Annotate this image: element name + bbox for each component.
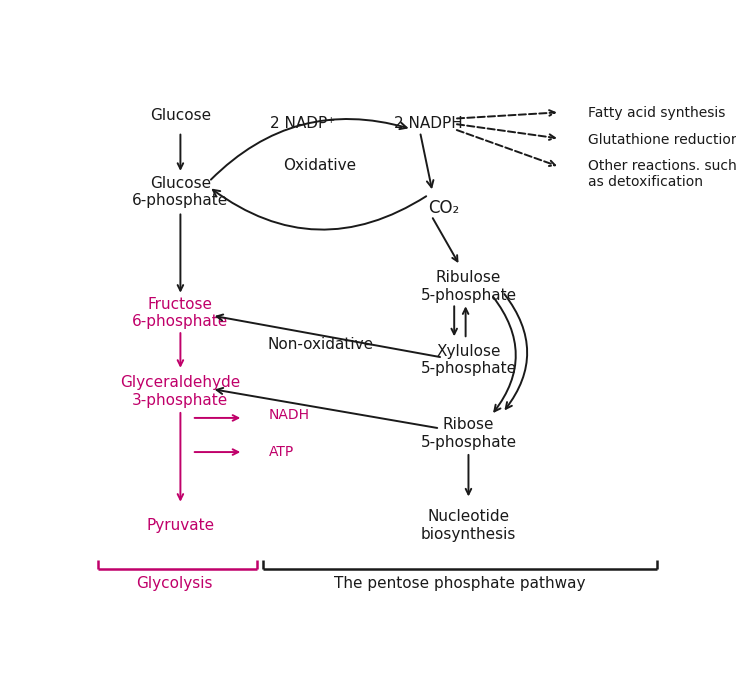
- Text: Glyceraldehyde
3-phosphate: Glyceraldehyde 3-phosphate: [120, 376, 241, 408]
- Text: Other reactions. such
as detoxification: Other reactions. such as detoxification: [588, 159, 736, 189]
- Text: Glucose: Glucose: [150, 108, 211, 123]
- Text: Nucleotide
biosynthesis: Nucleotide biosynthesis: [421, 509, 516, 542]
- Text: The pentose phosphate pathway: The pentose phosphate pathway: [334, 576, 586, 591]
- Text: Fructose
6-phosphate: Fructose 6-phosphate: [132, 297, 229, 329]
- Text: Ribulose
5-phosphate: Ribulose 5-phosphate: [420, 271, 517, 303]
- Text: Xylulose
5-phosphate: Xylulose 5-phosphate: [420, 344, 517, 376]
- Text: Glucose
6-phosphate: Glucose 6-phosphate: [132, 176, 229, 208]
- Text: Oxidative: Oxidative: [283, 158, 357, 173]
- Text: ATP: ATP: [269, 445, 294, 459]
- Text: CO₂: CO₂: [428, 199, 460, 217]
- Text: Ribose
5-phosphate: Ribose 5-phosphate: [420, 417, 517, 450]
- Text: Pyruvate: Pyruvate: [146, 518, 214, 533]
- Text: Non-oxidative: Non-oxidative: [267, 337, 373, 352]
- Text: Glutathione reduction: Glutathione reduction: [588, 132, 736, 147]
- Text: NADH: NADH: [269, 409, 310, 422]
- Text: Glycolysis: Glycolysis: [136, 576, 213, 591]
- Text: Fatty acid synthesis: Fatty acid synthesis: [588, 106, 726, 120]
- Text: 2 NADP⁺: 2 NADP⁺: [270, 117, 336, 132]
- Text: 2 NADPH: 2 NADPH: [394, 117, 463, 132]
